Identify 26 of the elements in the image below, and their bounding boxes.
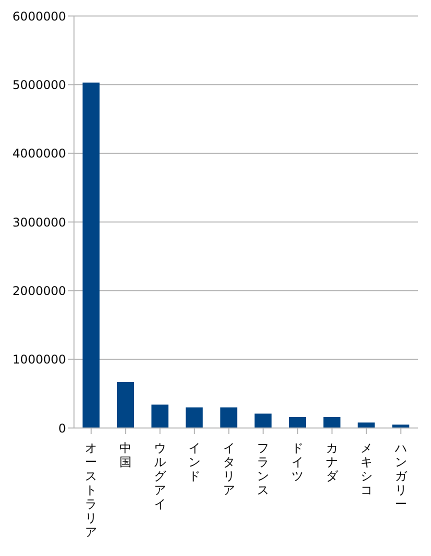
- bar: [289, 417, 306, 428]
- x-tick-label: オーストラリア: [85, 441, 98, 539]
- bar: [82, 82, 100, 428]
- x-tick-label: カナダ: [326, 441, 339, 483]
- y-tick-label: 5000000: [12, 78, 66, 92]
- bar: [323, 417, 340, 428]
- x-tick-label: ハンガリー: [394, 441, 408, 511]
- bar: [254, 414, 272, 428]
- bar: [186, 407, 203, 428]
- bar: [151, 404, 168, 428]
- x-tick-label: メキシコ: [360, 441, 372, 497]
- x-tick-label: ドイツ: [292, 441, 304, 483]
- y-tick-label: 0: [58, 421, 66, 436]
- x-tick-label: インド: [188, 441, 200, 483]
- y-tick-label: 2000000: [12, 284, 66, 298]
- bar: [220, 407, 238, 428]
- y-tick-label: 6000000: [12, 9, 66, 24]
- y-tick-label: 1000000: [12, 352, 66, 367]
- x-tick-label: フランス: [257, 441, 270, 497]
- x-tick-label: ウルグアイ: [154, 441, 167, 511]
- bar: [358, 422, 375, 428]
- x-tick-label: イタリア: [222, 441, 235, 497]
- y-tick-label: 3000000: [12, 215, 66, 230]
- x-tick-label: 中国: [120, 441, 132, 469]
- y-tick-label: 4000000: [12, 146, 66, 161]
- bar: [117, 382, 134, 428]
